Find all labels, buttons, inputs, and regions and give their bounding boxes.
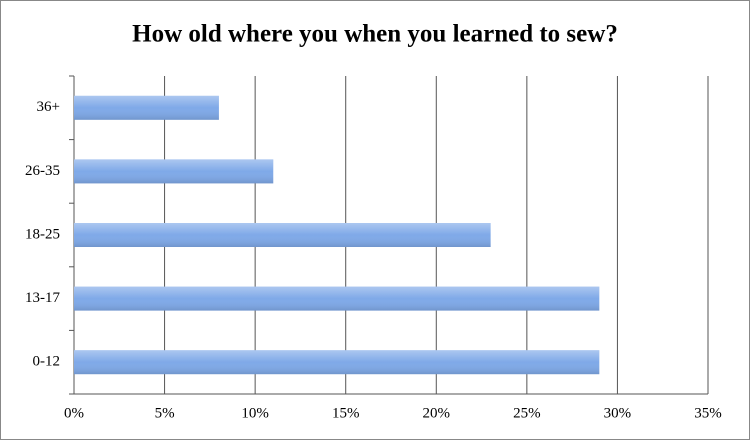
y-tick-label: 13-17 bbox=[25, 290, 60, 306]
bar-shade bbox=[74, 95, 219, 120]
x-tick-label: 15% bbox=[332, 405, 360, 421]
y-tick-label: 0-12 bbox=[33, 354, 61, 370]
x-tick-label: 10% bbox=[241, 405, 269, 421]
y-tick-label: 18-25 bbox=[25, 226, 60, 242]
x-tick-label: 5% bbox=[155, 405, 175, 421]
bar-shade bbox=[74, 350, 600, 375]
bar-shade bbox=[74, 159, 274, 184]
y-tick-label: 36+ bbox=[37, 99, 60, 115]
x-tick-label: 30% bbox=[604, 405, 632, 421]
x-tick-label: 25% bbox=[513, 405, 541, 421]
x-tick-label: 20% bbox=[423, 405, 451, 421]
x-tick-label: 0% bbox=[64, 405, 84, 421]
x-tick-label: 35% bbox=[694, 405, 722, 421]
bar-shade bbox=[74, 223, 491, 247]
y-tick-label: 26-35 bbox=[25, 163, 60, 179]
bar-shade bbox=[74, 286, 600, 311]
chart-title: How old where you when you learned to se… bbox=[132, 21, 618, 48]
